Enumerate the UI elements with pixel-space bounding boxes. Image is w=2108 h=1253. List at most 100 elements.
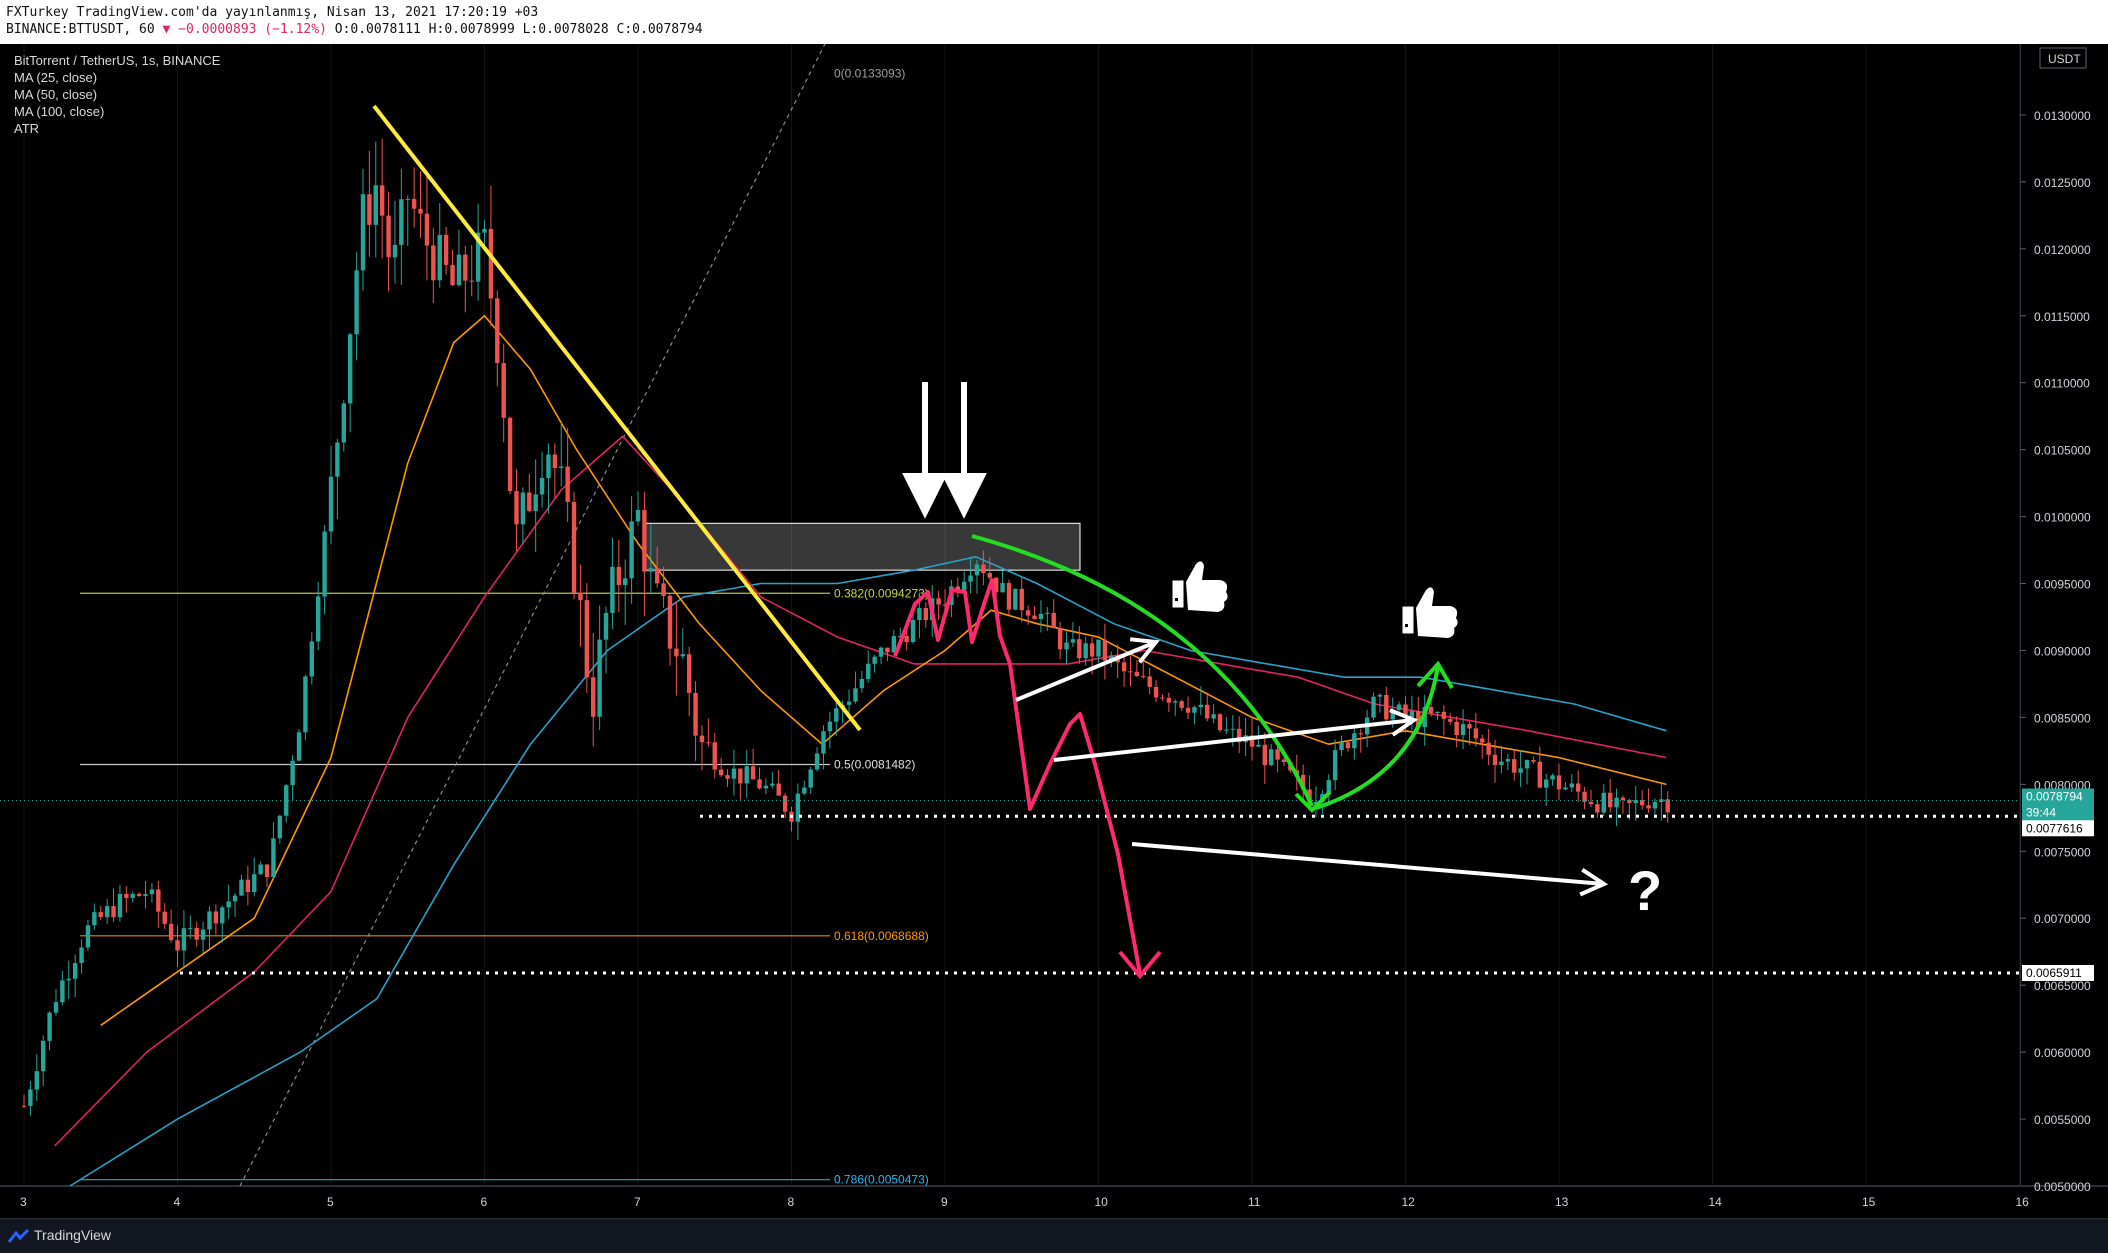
x-tick-label: 10 bbox=[1095, 1195, 1109, 1209]
candle-body bbox=[72, 963, 78, 979]
candle-body bbox=[1134, 671, 1140, 677]
candle-body bbox=[1166, 697, 1172, 703]
candle-body bbox=[443, 234, 449, 265]
candle-body bbox=[546, 454, 551, 479]
candle-body bbox=[136, 893, 142, 897]
candle-body bbox=[284, 785, 289, 816]
candle-body bbox=[1032, 615, 1037, 620]
candle-body bbox=[213, 911, 219, 924]
candle-body bbox=[821, 731, 826, 754]
candle-body bbox=[277, 815, 283, 839]
candle-body bbox=[1345, 742, 1351, 749]
candle-body bbox=[28, 1089, 33, 1106]
candle-body bbox=[648, 568, 653, 572]
candle-body bbox=[1205, 704, 1210, 719]
chart-background bbox=[0, 44, 2108, 1218]
candle-body bbox=[1141, 676, 1146, 678]
legend-item-ma25[interactable]: MA (25, close) bbox=[14, 70, 98, 85]
candle-body bbox=[450, 264, 455, 286]
candle-body bbox=[475, 232, 481, 282]
candle-body bbox=[245, 879, 251, 892]
candle-body bbox=[1230, 728, 1236, 730]
candle-body bbox=[725, 775, 730, 779]
candle-body bbox=[776, 783, 781, 796]
legend-item-ma50[interactable]: MA (50, close) bbox=[14, 87, 98, 102]
candle-body bbox=[712, 742, 717, 770]
legend-item-atr[interactable]: ATR bbox=[14, 121, 40, 136]
ma100-line bbox=[69, 555, 1667, 1187]
candle-body bbox=[1403, 704, 1408, 718]
candle-body bbox=[271, 838, 276, 877]
candle-body bbox=[706, 742, 711, 744]
candle-body bbox=[373, 185, 378, 225]
candle-body bbox=[1607, 792, 1613, 808]
currency-badge[interactable] bbox=[2039, 47, 2087, 69]
candle-body bbox=[399, 199, 404, 245]
candle-body bbox=[718, 769, 724, 776]
white-arrow-3[interactable] bbox=[1131, 842, 1605, 886]
x-tick-label: 15 bbox=[1862, 1195, 1876, 1209]
y-tick-label: 0.0065000 bbox=[2034, 979, 2091, 993]
candle-body bbox=[1147, 676, 1152, 687]
candle-body bbox=[1582, 791, 1587, 802]
question-mark-annotation: ? bbox=[1628, 859, 1662, 922]
candle-body bbox=[226, 901, 231, 908]
candle-body bbox=[1505, 759, 1511, 762]
candle-body bbox=[520, 492, 526, 525]
candle-body bbox=[808, 769, 813, 788]
candle-body bbox=[878, 647, 884, 657]
green-arc-down[interactable] bbox=[971, 534, 1314, 807]
chart-area[interactable]: 0.00500000.00550000.00600000.00650000.00… bbox=[0, 44, 2108, 1218]
candle-body bbox=[1575, 783, 1581, 792]
candle-body bbox=[1045, 612, 1050, 614]
candle-body bbox=[98, 912, 103, 918]
symbol: BINANCE:BTTUSDT, 60 bbox=[6, 22, 155, 37]
candle-body bbox=[744, 766, 749, 784]
candle-body bbox=[757, 779, 762, 789]
candle-body bbox=[859, 679, 865, 689]
yellow-trendline[interactable] bbox=[372, 104, 862, 732]
candle-body bbox=[463, 254, 468, 281]
resistance-zone[interactable] bbox=[643, 522, 1081, 571]
candle-body bbox=[885, 647, 890, 653]
y-tick-label: 0.0070000 bbox=[2034, 912, 2091, 926]
candle-body bbox=[1544, 779, 1549, 788]
magenta-arrowhead-icon bbox=[1118, 950, 1162, 980]
candle-body bbox=[456, 254, 462, 286]
candle-body bbox=[603, 612, 609, 640]
y-tick-label: 0.0125000 bbox=[2034, 176, 2091, 190]
x-tick-label: 5 bbox=[327, 1195, 334, 1209]
candle-body bbox=[693, 692, 698, 736]
legend-title[interactable]: BitTorrent / TetherUS, 1s, BINANCE bbox=[14, 53, 221, 68]
candle-body bbox=[923, 608, 929, 621]
candle-body bbox=[437, 234, 442, 281]
candle-body bbox=[1313, 802, 1319, 805]
candle-body bbox=[1179, 701, 1184, 708]
candle-body bbox=[1646, 805, 1651, 809]
legend-item-ma100[interactable]: MA (100, close) bbox=[14, 104, 105, 119]
candle-body bbox=[1358, 733, 1363, 735]
magenta-scenario-path[interactable] bbox=[893, 578, 1142, 975]
candle-body bbox=[987, 573, 992, 578]
x-tick-label: 4 bbox=[174, 1195, 181, 1209]
candle-body bbox=[1512, 759, 1517, 773]
candle-body bbox=[1192, 707, 1197, 713]
candle-body bbox=[623, 578, 628, 586]
candle-body bbox=[1595, 804, 1600, 813]
candle-body bbox=[1089, 643, 1095, 657]
candle-body bbox=[1070, 639, 1076, 643]
candle-body bbox=[1524, 760, 1530, 769]
change-value: −0.0000893 (−1.12%) bbox=[178, 22, 327, 37]
candle-body bbox=[1473, 728, 1479, 739]
candle-body bbox=[533, 494, 538, 511]
white-arrow-2[interactable] bbox=[1053, 718, 1415, 762]
green-arc-up[interactable] bbox=[1315, 665, 1440, 810]
tradingview-logo[interactable]: TradingView bbox=[7, 1227, 111, 1244]
symbol-info: BINANCE:BTTUSDT, 60 ▼ −0.0000893 (−1.12%… bbox=[6, 22, 703, 38]
white-arrow-1[interactable] bbox=[1015, 640, 1157, 702]
x-tick-label: 16 bbox=[2016, 1195, 2030, 1209]
candle-body bbox=[507, 417, 513, 492]
candle-body bbox=[220, 907, 225, 924]
green-arrowhead-icon bbox=[1294, 790, 1332, 813]
candle-body bbox=[1332, 750, 1338, 781]
